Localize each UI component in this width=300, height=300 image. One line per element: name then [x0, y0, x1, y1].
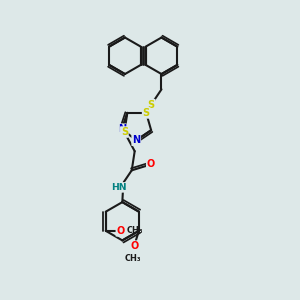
- Text: S: S: [142, 108, 150, 118]
- Text: O: O: [130, 241, 139, 251]
- Text: CH₃: CH₃: [125, 254, 141, 263]
- Text: O: O: [147, 159, 155, 170]
- Text: CH₃: CH₃: [127, 226, 143, 235]
- Text: HN: HN: [112, 183, 127, 192]
- Text: S: S: [148, 100, 155, 110]
- Text: N: N: [132, 135, 140, 145]
- Text: O: O: [116, 226, 124, 236]
- Text: S: S: [121, 127, 128, 137]
- Text: N: N: [118, 124, 126, 134]
